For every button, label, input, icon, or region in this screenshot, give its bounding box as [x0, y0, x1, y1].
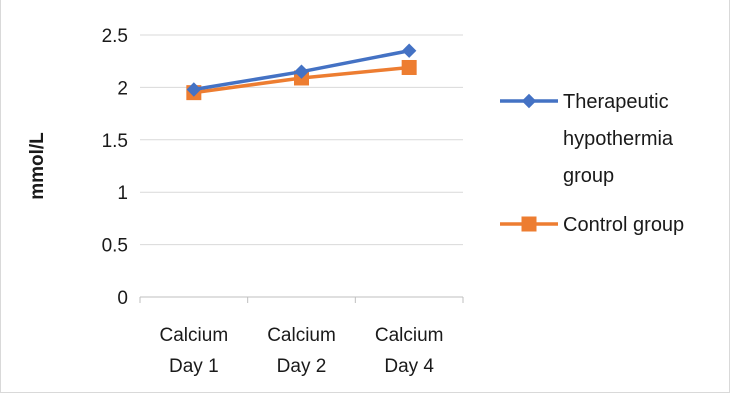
- y-axis-title: mmol/L: [27, 132, 48, 200]
- legend-label-line: group: [563, 165, 614, 187]
- legend-label-line: Therapeutic: [563, 91, 669, 113]
- data-point: [401, 43, 417, 58]
- x-tick-label-line: Day 4: [384, 356, 434, 377]
- y-tick-label: 2.5: [102, 26, 128, 47]
- y-tick-label: 0.5: [102, 236, 128, 257]
- x-tick-label-line: Day 2: [277, 356, 327, 377]
- legend-label: Control group: [563, 214, 684, 236]
- legend-item: Therapeutic hypothermia group: [500, 91, 674, 187]
- x-tick-label-line: Day 1: [169, 356, 219, 377]
- x-tick-label: Calcium Day 2: [267, 325, 336, 377]
- legend: Therapeutic hypothermia group Control group: [500, 91, 684, 236]
- y-tick-label: 1.5: [102, 131, 128, 152]
- legend-item: Control group: [500, 214, 684, 236]
- x-tick-label: Calcium Day 4: [375, 325, 444, 377]
- legend-label: Therapeutic hypothermia group: [563, 91, 674, 187]
- legend-marker: [521, 216, 537, 232]
- legend-label-line: Control group: [563, 214, 684, 236]
- x-tick-label-line: Calcium: [267, 325, 336, 346]
- x-tick-label: Calcium Day 1: [160, 325, 229, 377]
- x-tick-label-line: Calcium: [375, 325, 444, 346]
- y-tick-label: 1: [117, 183, 128, 204]
- series: [186, 43, 417, 101]
- data-point: [401, 59, 417, 75]
- y-tick-label: 2: [117, 78, 128, 99]
- data-point: [186, 82, 202, 97]
- legend-label-line: hypothermia: [563, 128, 674, 150]
- x-tick-label-line: Calcium: [160, 325, 229, 346]
- series-0: [186, 43, 417, 97]
- y-tick-label: 0: [117, 288, 128, 309]
- data-point: [294, 64, 309, 79]
- legend-marker: [521, 93, 537, 109]
